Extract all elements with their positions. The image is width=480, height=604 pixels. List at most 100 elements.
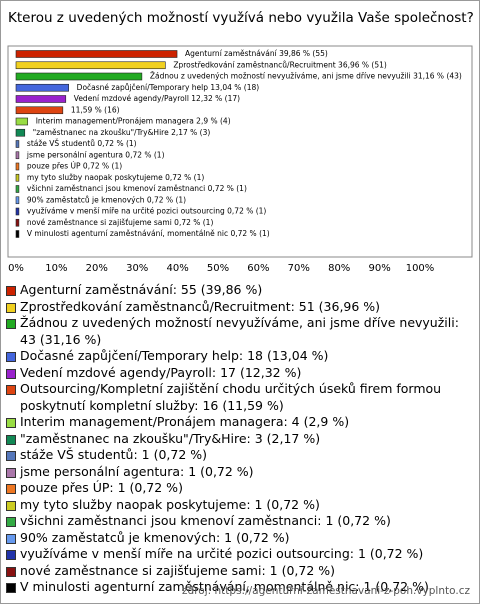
legend-entry: Vedení mzdové agendy/Payroll: 17 (12,32 … <box>6 365 472 382</box>
legend-swatch <box>6 484 16 494</box>
legend-entry: jsme personální agentura: 1 (0,72 %) <box>6 464 472 481</box>
bar <box>15 207 20 216</box>
legend-entry: V minulosti agenturní zaměstnávání, mome… <box>6 579 472 596</box>
bar-label: pouze přes ÚP 0,72 % (1) <box>27 162 122 171</box>
legend-label: V minulosti agenturní zaměstnávání, mome… <box>20 579 429 594</box>
legend-swatch <box>6 418 16 428</box>
legend-entry: my tyto služby naopak poskytujeme: 1 (0,… <box>6 497 472 514</box>
legend-label: pouze přes ÚP: 1 (0,72 %) <box>20 480 183 495</box>
bar-label: všichni zaměstnanci jsou kmenoví zaměstn… <box>27 184 247 193</box>
legend-entry: stáže VŠ studentů: 1 (0,72 %) <box>6 447 472 464</box>
legend-label: Zprostředkování zaměstnanců/Recruitment:… <box>20 298 381 314</box>
legend-entry: 90% zaměstatců je kmenových: 1 (0,72 %) <box>6 530 472 547</box>
chart: 0% 10% 20% 30% 40% 50% 60% 70% 80% 90% 100% Agentur… <box>7 45 473 274</box>
bar <box>15 173 20 182</box>
legend-label: jsme personální agentura: 1 (0,72 %) <box>20 463 254 479</box>
legend-entry: "zaměstnanec na zkoušku"/Try&Hire: 3 (2,… <box>6 431 472 448</box>
legend-label: stáže VŠ studentů: 1 (0,72 %) <box>20 447 208 462</box>
bar <box>15 95 67 103</box>
bar <box>15 196 20 205</box>
legend-label: "zaměstnanec na zkoušku"/Try&Hire: 3 (2,… <box>20 430 321 446</box>
bar-label: jsme personální agentura 0,72 % (1) <box>26 150 165 159</box>
legend-swatch <box>6 302 16 313</box>
x-tick-label: 40% <box>166 263 188 274</box>
bar <box>15 72 143 81</box>
legend-entry: Zprostředkování zaměstnanců/Recruitment:… <box>6 299 472 316</box>
x-tick-label: 100% <box>406 263 435 274</box>
legend-label: využíváme v menší míře na určité pozici … <box>20 546 424 561</box>
bar <box>15 162 20 171</box>
legend-entry: Žádnou z uvedených možností nevyužíváme,… <box>6 315 472 348</box>
legend-swatch <box>6 385 16 395</box>
bar <box>15 50 178 58</box>
bar <box>15 185 20 193</box>
x-tick-label: 90% <box>368 263 390 274</box>
legend-label: Žádnou z uvedených možností nevyužíváme,… <box>20 315 459 347</box>
legend-swatch <box>6 583 16 593</box>
legend-swatch <box>6 533 16 544</box>
legend-entry: Agenturní zaměstnávání: 55 (39,86 %) <box>6 282 472 299</box>
bar <box>15 117 29 126</box>
bar-label: Žádnou z uvedených možností nevyužíváme,… <box>150 72 462 81</box>
legend-swatch <box>6 517 16 527</box>
bar-label: Vedení mzdové agendy/Payroll 12,32 % (17… <box>74 94 240 103</box>
legend-entry: využíváme v menší míře na určité pozici … <box>6 546 472 563</box>
legend-label: Interim management/Pronájem managera: 4 … <box>20 414 350 429</box>
legend-entry: Dočasné zapůjčení/Temporary help: 18 (13… <box>6 348 472 365</box>
x-tick-label: 60% <box>247 263 269 274</box>
bar-label: stáže VŠ studentů 0,72 % (1) <box>27 139 137 148</box>
bar <box>15 128 26 137</box>
x-tick-label: 50% <box>207 263 229 274</box>
bar-label: Interim management/Pronájem managera 2,9… <box>36 117 231 126</box>
bar <box>15 83 69 92</box>
legend-swatch <box>6 451 16 461</box>
legend-swatch <box>6 434 16 445</box>
legend-entry: nové zaměstnance si zajišťujeme sami: 1 … <box>6 563 472 580</box>
legend-label: Vedení mzdové agendy/Payroll: 17 (12,32 … <box>20 364 302 380</box>
legend-swatch <box>6 500 16 511</box>
legend-label: Outsourcing/Kompletní zajištění chodu ur… <box>20 381 442 413</box>
chart-title: Kterou z uvedených možností využívá nebo… <box>8 10 474 26</box>
bar <box>15 230 20 238</box>
legend-entry: Outsourcing/Kompletní zajištění chodu ur… <box>6 381 472 414</box>
bar <box>15 106 64 115</box>
legend-swatch <box>6 368 16 379</box>
legend-label: my tyto služby naopak poskytujeme: 1 (0,… <box>20 496 320 512</box>
x-tick-label: 10% <box>45 263 67 274</box>
legend-entry: pouze přes ÚP: 1 (0,72 %) <box>6 480 472 497</box>
legend-entry: Interim management/Pronájem managera: 4 … <box>6 414 472 431</box>
bar-label: 11,59 % (16) <box>71 105 120 114</box>
legend-label: Dočasné zapůjčení/Temporary help: 18 (13… <box>20 348 329 363</box>
bar <box>15 61 166 70</box>
bar <box>15 218 20 227</box>
legend-label: Agenturní zaměstnávání: 55 (39,86 %) <box>20 282 263 297</box>
x-tick-label: 20% <box>86 263 108 274</box>
bar-label: využíváme v menší míře na určité pozici … <box>27 207 267 216</box>
legend-label: nové zaměstnance si zajišťujeme sami: 1 … <box>20 562 336 578</box>
x-tick-label: 30% <box>126 263 148 274</box>
legend-swatch <box>6 319 16 329</box>
legend-swatch <box>6 550 16 560</box>
x-tick-label: 0% <box>8 263 24 274</box>
x-tick-label: 80% <box>328 263 350 274</box>
plot-frame <box>7 45 473 258</box>
legend: Agenturní zaměstnávání: 55 (39,86 %) Zpro… <box>6 282 472 596</box>
bar-label: "zaměstnanec na zkoušku"/Try&Hire 2,17 %… <box>33 128 211 137</box>
legend-label: 90% zaměstatců je kmenových: 1 (0,72 %) <box>20 529 290 545</box>
legend-swatch <box>6 352 16 362</box>
legend-entry: všichni zaměstnanci jsou kmenoví zaměstn… <box>6 513 472 530</box>
bar-label: Dočasné zapůjčení/Temporary help 13,04 %… <box>77 83 260 92</box>
bar-label: V minulosti agenturní zaměstnávání, mome… <box>27 229 270 238</box>
bar-label: nové zaměstnance si zajišťujeme sami 0,7… <box>27 218 214 227</box>
bar-label: Zprostředkování zaměstnanců/Recruitment … <box>173 60 387 69</box>
bar-label: 90% zaměstatců je kmenových 0,72 % (1) <box>27 195 186 204</box>
legend-label: všichni zaměstnanci jsou kmenoví zaměstn… <box>20 513 391 528</box>
bar-label: Agenturní zaměstnávání 39,86 % (55) <box>185 49 328 58</box>
bar-label: my tyto služby naopak poskytujeme 0,72 %… <box>27 173 204 182</box>
legend-swatch <box>6 467 16 478</box>
x-tick-label: 70% <box>288 263 310 274</box>
source: zdroj: https://agenturni-zamestnavani-z-… <box>182 585 470 597</box>
legend-swatch <box>6 286 16 296</box>
bar <box>15 151 20 160</box>
legend-swatch <box>6 566 16 577</box>
